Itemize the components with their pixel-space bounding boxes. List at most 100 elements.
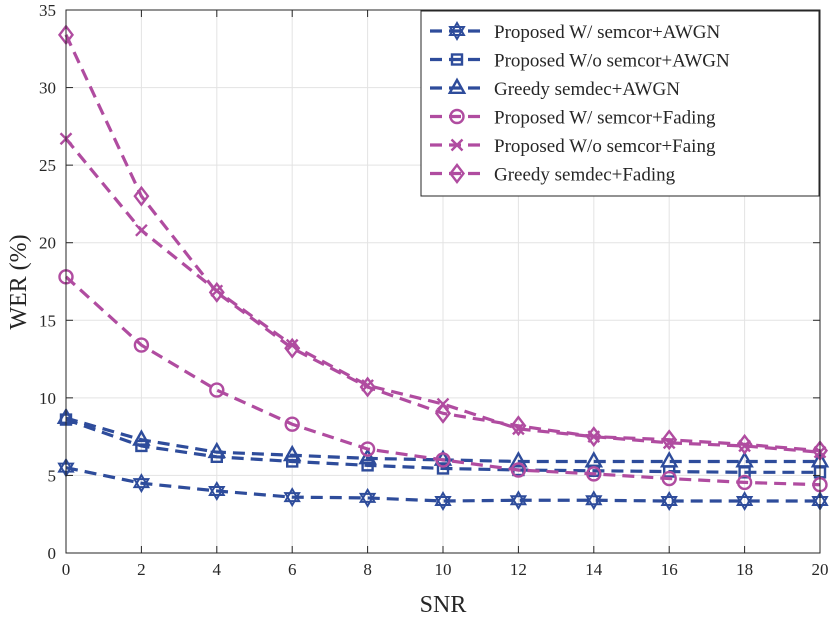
legend-marker-x (450, 138, 464, 152)
series-line (65, 418, 820, 474)
legend-marker-circle (449, 108, 465, 125)
legend-entry: Greedy semdec+AWGN (430, 77, 680, 100)
data-point-circle (359, 441, 376, 457)
data-point-x (135, 223, 148, 237)
hexagram-up-triangle (283, 487, 301, 503)
data-point-circle (133, 337, 150, 353)
legend-label: Greedy semdec+Fading (494, 165, 676, 186)
data-point-triangle (282, 444, 302, 462)
hexagram-down-triangle (283, 492, 301, 508)
y-tick-label: 5 (48, 466, 57, 485)
x-tick-label: 4 (213, 560, 222, 579)
data-point-circle (209, 382, 225, 398)
x-tick-label: 20 (812, 560, 829, 579)
data-point-hexagram (132, 473, 151, 494)
data-point-diamond (736, 433, 753, 455)
legend-label: Proposed W/o semcor+AWGN (494, 51, 730, 72)
data-point-hexagram (735, 491, 754, 512)
x-tick-label: 12 (510, 560, 527, 579)
x-axis-label: SNR (420, 592, 467, 618)
data-point-diamond (661, 429, 678, 451)
data-point-triangle (132, 429, 151, 446)
series-line (64, 137, 821, 454)
legend-entry: Proposed W/o semcor+AWGN (430, 51, 730, 72)
legend-entry: Proposed W/ semcor+Fading (430, 108, 716, 129)
data-point-circle (661, 470, 677, 487)
y-tick-label: 20 (39, 234, 56, 253)
x-tick-label: 18 (736, 560, 753, 579)
data-point-triangle (509, 451, 528, 468)
hexagram-down-triangle (208, 485, 226, 501)
data-point-diamond (208, 281, 225, 303)
hexagram-down-triangle (448, 26, 466, 42)
hexagram-up-triangle (132, 473, 151, 489)
y-tick-label: 10 (39, 389, 56, 408)
data-point-diamond (585, 426, 602, 448)
legend-marker-square (450, 53, 464, 66)
legend-label: Proposed W/ semcor+Fading (494, 108, 716, 129)
legend-entry: Proposed W/o semcor+Faing (430, 136, 716, 157)
legend-label: Greedy semdec+AWGN (494, 79, 680, 100)
x-tick-label: 10 (435, 560, 452, 579)
hexagram-up-triangle (434, 491, 452, 507)
hexagram-down-triangle (434, 496, 452, 512)
hexagram-up-triangle (208, 480, 226, 496)
data-point-hexagram (208, 480, 226, 501)
hexagram-up-triangle (735, 491, 754, 507)
legend-marker-triangle (447, 77, 467, 95)
data-point-hexagram (660, 491, 678, 512)
data-point-square (361, 459, 374, 472)
y-tick-label: 25 (39, 156, 56, 175)
hexagram-up-triangle (509, 490, 528, 506)
data-point-circle (736, 474, 753, 491)
hexagram-down-triangle (660, 496, 678, 512)
legend-label: Proposed W/o semcor+Faing (494, 136, 716, 157)
x-tick-label: 8 (363, 560, 372, 579)
data-point-triangle (735, 451, 754, 468)
hexagram-down-triangle (358, 492, 377, 508)
legend-marker-diamond (448, 163, 466, 184)
data-point-hexagram (283, 487, 301, 508)
data-point-circle (284, 416, 300, 432)
data-point-diamond (284, 337, 301, 359)
x-tick-label: 14 (585, 560, 603, 579)
hexagram-down-triangle (585, 495, 603, 511)
data-point-diamond (510, 415, 527, 437)
x-tick-label: 2 (137, 560, 146, 579)
hexagram-down-triangle (132, 478, 151, 494)
x-tick-label: 16 (661, 560, 678, 579)
legend-box (420, 10, 820, 197)
data-point-triangle (358, 447, 377, 465)
data-point-circle (586, 466, 602, 482)
data-point-hexagram (358, 487, 377, 508)
data-point-x (285, 338, 299, 352)
data-point-circle (435, 452, 451, 468)
legend-entry: Proposed W/ semcor+AWGN (430, 20, 721, 43)
series-line (64, 275, 821, 487)
y-tick-label: 30 (39, 79, 56, 98)
hexagram-down-triangle (735, 496, 754, 512)
legend-marker-hexagram (448, 20, 466, 42)
y-tick-label: 15 (39, 311, 56, 330)
data-point-diamond (133, 185, 150, 207)
x-tick-label: 6 (288, 560, 297, 579)
x-tick-label: 0 (62, 560, 71, 579)
hexagram-up-triangle (585, 490, 603, 506)
data-point-diamond (359, 376, 376, 398)
hexagram-down-triangle (509, 495, 528, 511)
hexagram-up-triangle (358, 487, 377, 503)
data-point-triangle (207, 441, 227, 459)
series-4 (58, 269, 828, 493)
y-axis-label: WER (%) (6, 234, 32, 329)
data-point-hexagram (585, 490, 603, 511)
data-point-square (436, 462, 450, 475)
series-line (65, 466, 820, 503)
legend-label: Proposed W/ semcor+AWGN (494, 22, 721, 43)
data-point-circle (510, 462, 527, 478)
data-point-triangle (659, 451, 679, 468)
data-point-hexagram (434, 491, 452, 512)
legend: Proposed W/ semcor+AWGN Proposed W/o semc… (420, 10, 820, 197)
data-point-diamond (434, 402, 452, 424)
data-point-hexagram (509, 490, 528, 511)
